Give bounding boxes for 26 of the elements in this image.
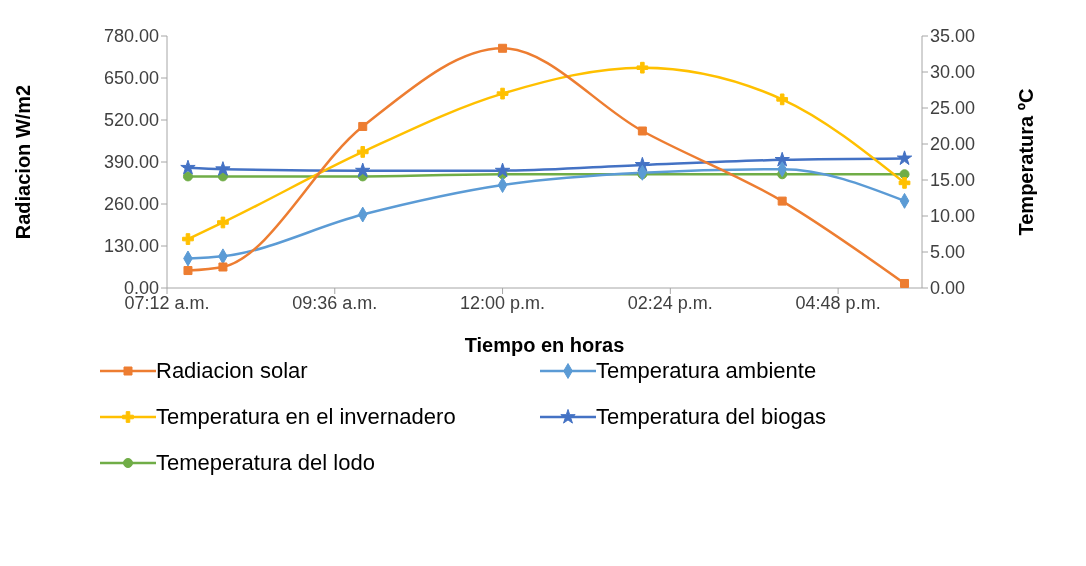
legend-label: Temperatura ambiente	[596, 358, 817, 384]
y2-axis-title: Temperatura ºC	[1015, 88, 1038, 236]
y2-tick-label: 30.00	[930, 62, 976, 83]
x-tick-label: 04:48 p.m.	[795, 292, 881, 313]
y-tick-label: 780.00	[103, 26, 159, 47]
x-tick-label: 02:24 p.m.	[627, 292, 713, 313]
y-tick-label: 130.00	[103, 236, 159, 257]
y-tick-label: 520.00	[103, 110, 159, 131]
x-axis-title: Tiempo en horas	[464, 334, 625, 356]
y2-tick-label: 0.00	[930, 278, 966, 299]
y2-tick-label: 25.00	[930, 98, 976, 119]
y2-tick-label: 20.00	[930, 134, 976, 155]
legend-label: Temperatura del biogas	[596, 404, 826, 430]
x-tick-label: 12:00 p.m.	[460, 292, 546, 313]
y2-tick-label: 35.00	[930, 26, 976, 47]
y-tick-label: 650.00	[103, 68, 159, 89]
legend-label: Temeperatura del lodo	[156, 450, 375, 476]
x-tick-label: 09:36 a.m.	[292, 292, 378, 313]
y-axis-title: Radiacion W/m2	[12, 84, 35, 240]
legend-label: Temperatura en el invernadero	[156, 404, 456, 430]
y2-tick-label: 15.00	[930, 170, 976, 191]
y-tick-label: 260.00	[103, 194, 159, 215]
y2-tick-label: 5.00	[930, 242, 966, 263]
y2-tick-label: 10.00	[930, 206, 976, 227]
legend-label: Radiacion solar	[156, 358, 308, 384]
y-tick-label: 390.00	[103, 152, 159, 173]
